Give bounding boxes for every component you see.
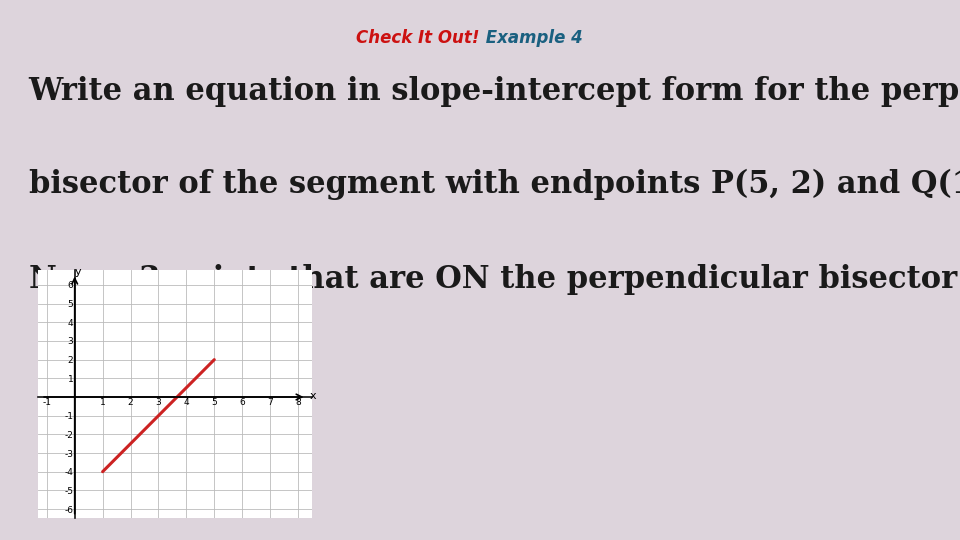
Text: Name 3 points that are ON the perpendicular bisector: Name 3 points that are ON the perpendicu…: [29, 264, 957, 294]
Text: Write an equation in slope-intercept form for the perpendicular: Write an equation in slope-intercept for…: [29, 76, 960, 106]
Text: y: y: [75, 267, 82, 277]
Text: Example 4: Example 4: [480, 29, 583, 47]
Text: x: x: [310, 391, 317, 401]
Text: Check It Out!: Check It Out!: [356, 29, 480, 47]
Text: bisector of the segment with endpoints P(5, 2) and Q(1, –4).: bisector of the segment with endpoints P…: [29, 168, 960, 200]
